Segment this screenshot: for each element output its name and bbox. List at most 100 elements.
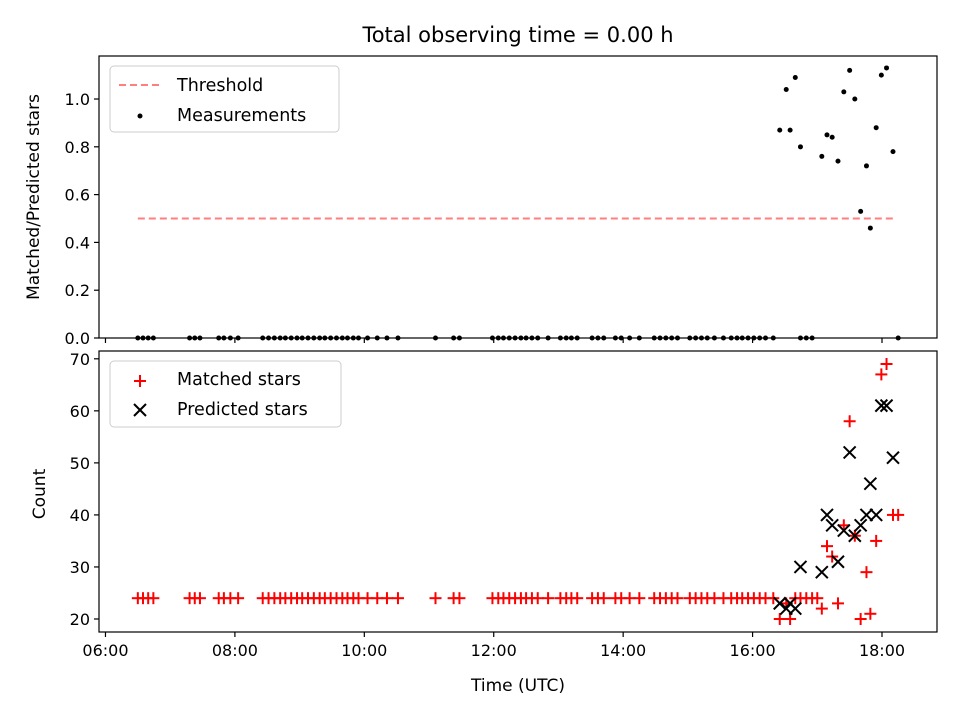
measurement-point [858,208,864,214]
predicted-star-point [837,523,851,538]
counts-y-axis-label: Count [30,468,50,519]
measurement-point [777,127,783,133]
predicted-star-point [853,518,868,533]
matched-star-point [671,592,684,605]
predicted-star-point [788,601,802,616]
y-tick-label: 0.6 [65,186,90,205]
matched-star-point [892,508,905,521]
matched-star-point [880,358,893,371]
ratio-legend: Threshold Measurements [109,65,340,133]
ratio-y-ticks: 0.0 0.2 0.4 0.6 0.8 1.0 [65,90,99,348]
counts-marks [131,358,905,625]
matched-star-point [820,540,833,553]
matched-star-point [542,592,555,605]
matched-star-point [633,592,646,605]
x-tick-label: 18:00 [859,641,905,660]
predicted-star-point [859,508,874,522]
measurement-point [783,86,789,92]
y-tick-label: 70 [70,350,90,369]
measurement-point [884,65,890,71]
y-tick-label: 0.2 [65,281,90,300]
legend-measurements-label: Measurements [177,106,306,126]
measurement-point [835,158,841,164]
matched-star-point [854,612,867,625]
measurement-point [787,127,793,133]
predicted-star-point [831,555,845,569]
matched-star-point [815,602,828,615]
ratio-x-ticks [104,338,883,343]
matched-star-point [875,368,888,381]
y-tick-label: 1.0 [65,90,90,109]
predicted-star-point [825,518,839,533]
legend-measurements-swatch [137,113,143,119]
predicted-star-point [820,508,834,522]
matched-star-point [531,592,544,605]
matched-star-point [864,607,877,620]
predicted-star-point [848,529,862,543]
ratio-panel: 0.0 0.2 0.4 0.6 0.8 1.0 Matched/Predicted sta… [24,55,938,348]
x-tick-label: 08:00 [212,641,258,660]
counts-panel: 20 30 40 50 60 70 06:00 08:00 10:00 12:00 14:00 16… [30,350,938,696]
x-tick-label: 12:00 [471,641,517,660]
counts-legend-box [109,360,342,428]
predicted-star-point [793,560,808,574]
measurement-point [841,89,847,95]
matched-star-point [811,592,824,605]
ratio-y-axis-label: Matched/Predicted stars [24,94,44,300]
legend-predicted-label: Predicted stars [177,400,308,420]
x-tick-label: 10:00 [341,641,387,660]
y-tick-label: 20 [70,610,90,629]
legend-predicted-swatch [133,403,147,417]
predicted-star-point [886,450,900,465]
predicted-star-point [815,565,829,579]
matched-star-point [571,592,584,605]
measurement-point [852,96,858,102]
measurement-point [824,132,830,138]
predicted-star-point [869,508,883,522]
x-axis-label: Time (UTC) [470,676,565,696]
predicted-star-point [874,398,889,413]
matched-star-point [232,592,245,605]
matched-star-point [773,612,786,625]
y-tick-label: 60 [70,402,90,421]
legend-matched-swatch [134,375,146,387]
y-tick-label: 30 [70,558,90,577]
x-tick-label: 16:00 [730,641,776,660]
chart-title: Total observing time = 0.00 h [361,23,673,47]
measurement-point [819,153,825,159]
measurement-point [863,163,869,169]
matched-star-point [597,592,610,605]
matched-star-point [193,592,206,605]
counts-panel-frame [98,350,938,633]
predicted-star-point [863,476,878,491]
matched-star-point [391,592,404,605]
matched-star-point [860,566,873,579]
predicted-star-point [879,398,894,413]
legend-matched-label: Matched stars [177,370,301,390]
counts-legend: Matched stars Predicted stars [109,360,342,428]
measurement-point [867,225,873,231]
y-tick-label: 40 [70,506,90,525]
x-tick-label: 14:00 [600,641,646,660]
y-tick-label: 50 [70,454,90,473]
matched-star-point [147,592,160,605]
measurement-point [792,75,798,81]
matched-star-point [831,597,844,610]
measurement-point [797,144,803,150]
y-tick-label: 0.0 [65,329,90,348]
matched-star-point [870,534,883,547]
x-tick-label: 06:00 [82,641,128,660]
measurement-point [878,72,884,78]
matched-star-point [380,592,393,605]
measurement-point [890,149,896,155]
ratio-legend-box [109,65,340,133]
legend-threshold-label: Threshold [176,76,263,96]
measurement-point [847,67,853,73]
y-tick-label: 0.4 [65,233,90,252]
matched-star-point [453,592,466,605]
measurement-point [829,134,835,140]
matched-star-point [843,415,856,428]
counts-x-ticks: 06:00 08:00 10:00 12:00 14:00 16:00 18:00 [82,632,905,660]
y-tick-label: 0.8 [65,138,90,157]
